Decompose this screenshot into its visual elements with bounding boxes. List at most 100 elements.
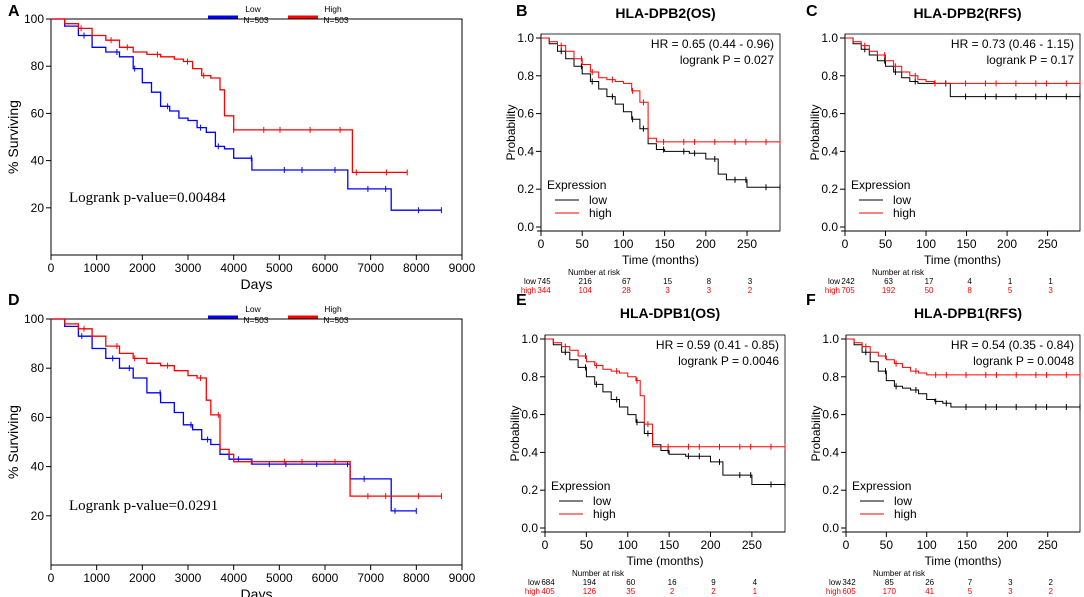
risk-value: 342 [842,578,856,587]
x-tick-label: 250 [1038,538,1058,552]
survival-curve-low [51,318,417,512]
x-axis-label: Time (months) [622,253,699,267]
logrank-p: logrank P = 0.17 [986,53,1074,67]
logrank-p: logrank P = 0.0048 [973,354,1074,368]
panel-letter: F [806,292,816,309]
y-tick-label: 0.8 [517,69,534,83]
risk-value: 126 [583,587,597,596]
legend-label: High [324,4,342,14]
risk-row-label: low [829,578,841,587]
x-tick-label: 0 [48,571,55,585]
y-tick-label: 1.0 [521,332,538,346]
panel-a: A 0 1000 2000 3000 4000 5000 6000 7000 8000 9000 20… [5,3,476,292]
x-tick-label: 200 [701,538,721,552]
y-tick-label: 1.0 [821,31,838,45]
risk-value: 28 [622,286,631,295]
survival-curve-high [545,338,785,448]
risk-value: 17 [925,277,934,286]
risk-value: 2 [670,587,675,596]
risk-row-label: low [828,277,840,286]
risk-value: 2 [748,286,753,295]
x-axis-label: Time (months) [627,554,704,568]
panel-b: B 0 50 100 150 200 250 0.0 0.2 0.4 0.6 0.8 1.0 Time (… [504,3,781,295]
x-tick-label: 100 [618,538,638,552]
y-tick-label: 20 [31,509,45,523]
risk-value: 216 [579,277,593,286]
legend-label: low [894,494,912,508]
legend-n: N=503 [323,15,349,25]
hazard-ratio: HR = 0.59 (0.41 - 0.85) [656,338,779,352]
risk-value: 4 [967,277,972,286]
y-tick-label: 60 [31,410,45,424]
x-tick-label: 0 [843,538,850,552]
risk-value: 85 [885,578,894,587]
y-tick-label: 0.2 [517,182,534,196]
x-tick-label: 2000 [129,571,156,585]
x-tick-label: 200 [997,237,1017,251]
x-axis-label: Time (months) [925,554,1002,568]
x-tick-label: 3000 [175,261,202,275]
survival-curve-low [846,338,1080,408]
survival-curve-low [51,18,442,211]
x-tick-label: 4000 [220,571,247,585]
y-tick-label: 0.0 [822,521,839,535]
plot-frame [50,18,463,256]
y-tick-label: 40 [31,460,45,474]
y-tick-label: 80 [31,59,45,73]
risk-value: 8 [967,286,972,295]
y-tick-label: 0.2 [821,182,838,196]
survival-curve-low [545,338,785,485]
legend-title: Expression [551,479,610,493]
legend-label: high [894,507,917,521]
risk-value: 16 [668,578,677,587]
plot-frame [845,334,1081,533]
panel-e: E 0 50 100 150 200 250 0.0 0.2 0.4 0.6 0.8 1.0 Time (… [508,292,786,596]
legend-title: Expression [851,178,910,192]
risk-value: 1 [753,587,758,596]
risk-value: 67 [622,277,631,286]
x-tick-label: 4000 [220,261,247,275]
x-tick-label: 7000 [357,571,384,585]
y-tick-label: 0.4 [517,144,534,158]
legend-label: low [593,494,611,508]
risk-value: 26 [925,578,934,587]
x-tick-label: 250 [742,538,762,552]
y-axis-label: Probability [808,104,822,160]
hazard-ratio: HR = 0.65 (0.44 - 0.96) [651,37,774,51]
y-tick-label: 0.4 [821,144,838,158]
y-tick-label: 0.4 [822,445,839,459]
x-tick-label: 7000 [357,261,384,275]
panel-letter: C [806,3,818,20]
legend-title: Expression [852,479,911,493]
hazard-ratio: HR = 0.54 (0.35 - 0.84) [951,338,1074,352]
risk-value: 194 [583,578,597,587]
plot-frame [50,318,463,566]
risk-row-label: high [525,587,540,596]
x-tick-label: 1000 [83,571,110,585]
panel-f: F 0 50 100 150 200 250 0.0 0.2 0.4 0.6 0.8 1.0 Time (… [806,292,1081,596]
survival-curve-low [541,37,780,188]
y-tick-label: 1.0 [517,31,534,45]
y-tick-label: 0.6 [821,107,838,121]
panel-letter: A [8,3,20,20]
risk-value: 3 [1048,286,1053,295]
risk-value: 104 [579,286,593,295]
panel-letter: E [516,292,527,309]
x-tick-label: 100 [917,538,937,552]
risk-value: 605 [842,587,856,596]
x-axis-label: Days [241,276,273,292]
x-tick-label: 150 [957,538,977,552]
x-tick-label: 9000 [449,261,476,275]
y-tick-label: 0.8 [521,370,538,384]
x-tick-label: 0 [542,538,549,552]
x-tick-label: 2000 [129,261,156,275]
survival-curve-high [845,37,1080,84]
x-tick-label: 8000 [403,571,430,585]
risk-row-label: low [528,578,540,587]
x-tick-label: 0 [48,261,55,275]
legend-label: low [589,193,607,207]
risk-row-label: low [524,277,536,286]
risk-value: 684 [541,578,555,587]
risk-value: 3 [665,286,670,295]
